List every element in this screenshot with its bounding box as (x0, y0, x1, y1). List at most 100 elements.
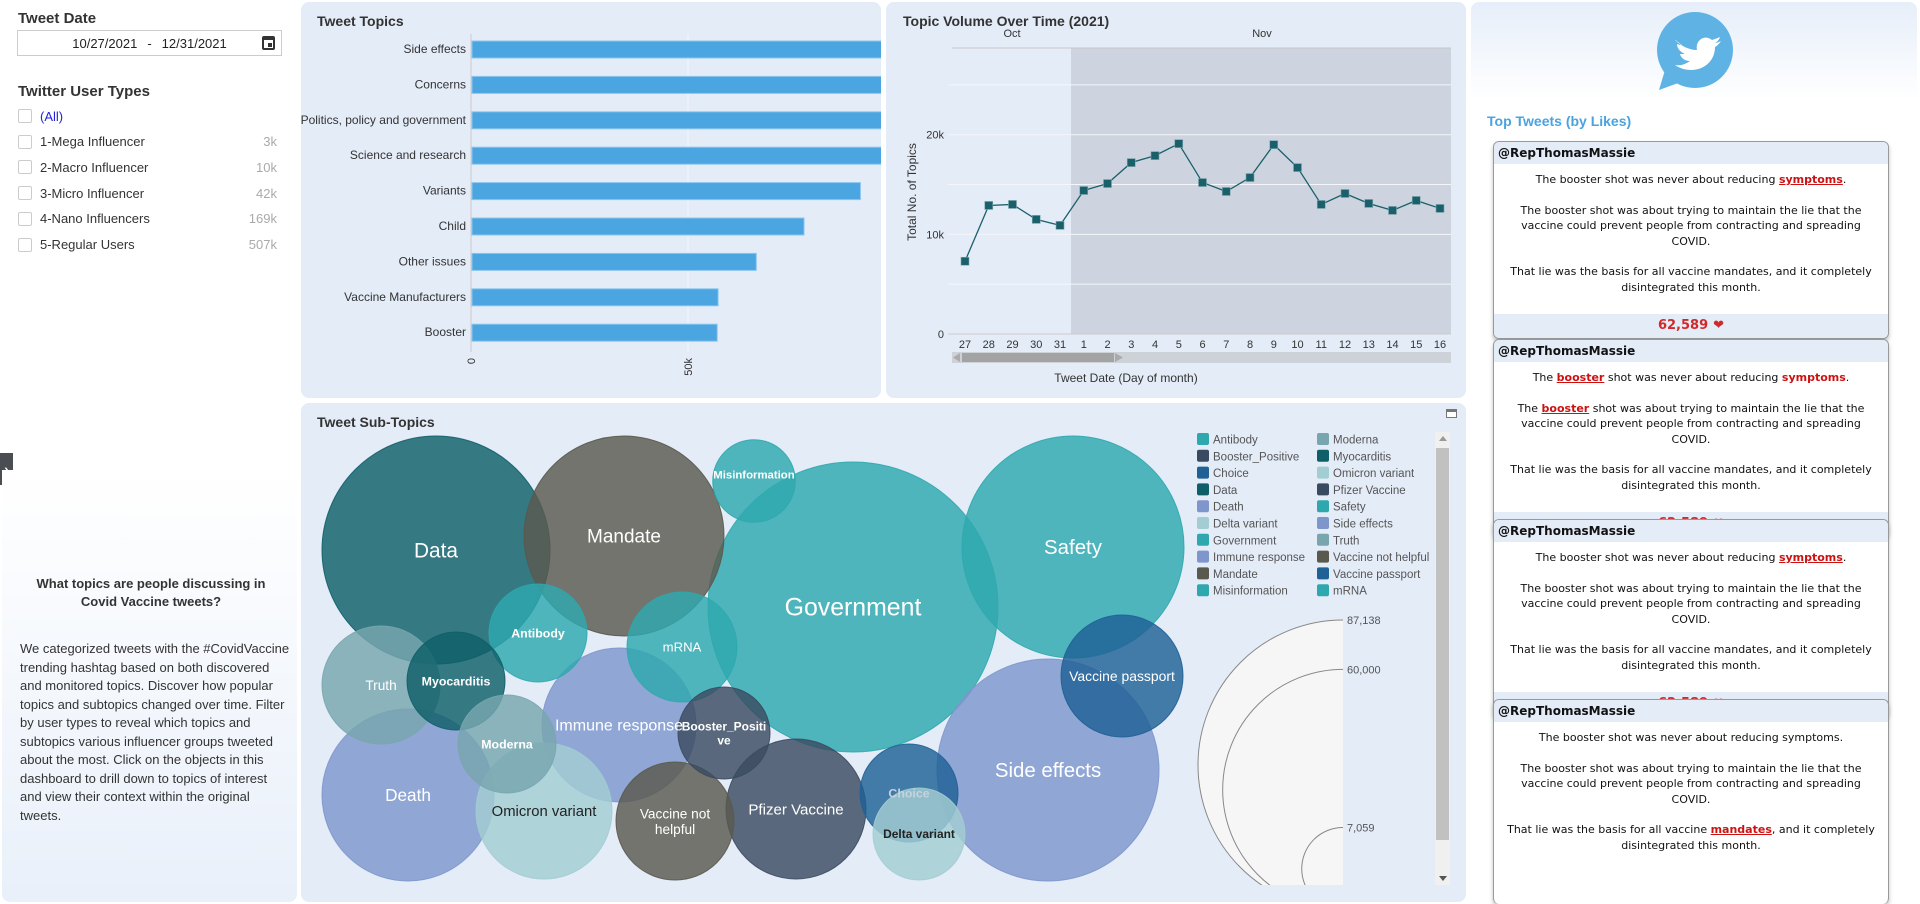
scroll-up-icon[interactable] (1439, 436, 1447, 441)
bar[interactable] (471, 146, 881, 165)
legend-label[interactable]: Immune response (1213, 552, 1305, 564)
scroll-down-icon[interactable] (1439, 876, 1447, 881)
bar[interactable] (471, 288, 719, 307)
bubble[interactable] (615, 761, 735, 881)
highlighted-keyword[interactable]: mandates (1710, 823, 1772, 836)
user-type-option[interactable]: 4-Nano Influencers 169k (18, 209, 277, 229)
legend-label[interactable]: Death (1213, 502, 1244, 514)
legend-label[interactable]: Safety (1333, 502, 1366, 514)
data-point[interactable] (1008, 200, 1017, 209)
tweet-card[interactable]: @RepThomasMassie The booster shot was nev… (1493, 519, 1889, 717)
scrollbar-thumb[interactable] (1436, 448, 1449, 840)
user-type-option[interactable]: (All) (18, 106, 277, 126)
bubble[interactable] (457, 694, 557, 794)
data-point[interactable] (1316, 200, 1326, 209)
bubble[interactable] (872, 787, 966, 881)
user-type-option[interactable]: 2-Macro Influencer 10k (18, 157, 277, 177)
data-point[interactable] (1293, 163, 1302, 172)
data-point[interactable] (1126, 158, 1136, 167)
legend-label[interactable]: Choice (1213, 468, 1249, 480)
checkbox[interactable] (18, 109, 32, 123)
legend-scrollbar[interactable] (1435, 432, 1450, 885)
data-point[interactable] (1198, 178, 1207, 187)
tweet-user[interactable]: @RepThomasMassie (1494, 520, 1888, 542)
current-month-band (1071, 48, 1451, 334)
data-point[interactable] (1221, 187, 1231, 196)
legend-label[interactable]: Vaccine not helpful (1333, 552, 1429, 564)
legend-swatch (1317, 584, 1329, 597)
data-point[interactable] (1245, 173, 1255, 182)
bubble[interactable] (488, 583, 588, 683)
checkbox[interactable] (18, 237, 32, 252)
tweet-text-segment: That lie was the basis for all vaccine m… (1510, 265, 1872, 294)
bar[interactable] (471, 182, 861, 201)
tweet-card[interactable]: @RepThomasMassie The booster shot was nev… (1493, 339, 1889, 537)
legend-label[interactable]: Misinformation (1213, 586, 1288, 598)
bar[interactable] (471, 323, 718, 342)
legend-label[interactable]: Antibody (1213, 435, 1258, 447)
data-point[interactable] (960, 256, 970, 266)
legend-label[interactable]: Data (1213, 485, 1238, 497)
bubble[interactable] (626, 591, 738, 703)
legend-label[interactable]: Delta variant (1213, 519, 1278, 531)
data-point[interactable] (1411, 196, 1421, 205)
category-label: Variants (423, 184, 466, 198)
bar[interactable] (471, 217, 805, 236)
tweet-user[interactable]: @RepThomasMassie (1494, 700, 1888, 722)
data-point[interactable] (1174, 139, 1184, 148)
user-type-option[interactable]: 5-Regular Users 507k (18, 235, 277, 255)
data-point[interactable] (984, 201, 994, 210)
legend-label[interactable]: Omicron variant (1333, 468, 1415, 480)
maximize-icon[interactable] (1446, 409, 1457, 418)
highlighted-keyword[interactable]: symptoms (1778, 173, 1843, 186)
bubble[interactable] (523, 435, 725, 637)
legend-label[interactable]: Mandate (1213, 569, 1258, 581)
checkbox[interactable] (18, 186, 32, 201)
legend-label[interactable]: Truth (1333, 535, 1359, 547)
x-tick-label: 4 (1152, 339, 1158, 351)
bubble[interactable] (1060, 614, 1184, 738)
legend-label[interactable]: Myocarditis (1333, 451, 1391, 463)
legend-label[interactable]: mRNA (1333, 586, 1367, 598)
scroll-left-icon[interactable] (953, 353, 960, 362)
data-point[interactable] (1364, 199, 1374, 208)
tweet-user[interactable]: @RepThomasMassie (1494, 340, 1888, 362)
bar[interactable] (471, 40, 881, 59)
highlighted-keyword[interactable]: symptoms (1778, 551, 1843, 564)
tweet-card[interactable]: @RepThomasMassie The booster shot was nev… (1493, 141, 1889, 339)
data-point[interactable] (1269, 140, 1279, 149)
calendar-icon[interactable] (262, 36, 275, 50)
data-point[interactable] (1435, 204, 1445, 213)
data-point[interactable] (1388, 206, 1397, 215)
data-point[interactable] (1031, 215, 1041, 224)
bar[interactable] (471, 111, 881, 130)
highlighted-keyword[interactable]: booster (1556, 371, 1605, 384)
user-type-option[interactable]: 3-Micro Influencer 42k (18, 183, 277, 203)
scroll-right-icon[interactable] (1115, 353, 1123, 362)
bubble[interactable] (712, 439, 796, 523)
bar[interactable] (471, 252, 757, 271)
legend-label[interactable]: Booster_Positive (1213, 451, 1299, 463)
tweet-card[interactable]: @RepThomasMassie The booster shot was nev… (1493, 699, 1889, 904)
highlighted-keyword[interactable]: booster (1541, 401, 1590, 415)
tweet-user[interactable]: @RepThomasMassie (1494, 142, 1888, 164)
data-point[interactable] (1103, 179, 1112, 188)
checkbox[interactable] (18, 160, 32, 175)
time-scrollbar-thumb[interactable] (962, 353, 1114, 362)
checkbox[interactable] (18, 211, 32, 226)
time-scrollbar[interactable] (952, 352, 1451, 363)
data-point[interactable] (1150, 151, 1160, 160)
checkbox[interactable] (18, 134, 32, 149)
data-point[interactable] (1079, 186, 1089, 195)
data-point[interactable] (1055, 221, 1065, 230)
legend-label[interactable]: Moderna (1333, 435, 1379, 447)
legend-label[interactable]: Vaccine passport (1333, 569, 1421, 581)
legend-label[interactable]: Side effects (1333, 519, 1393, 531)
user-type-option[interactable]: 1-Mega Influencer 3k (18, 132, 277, 152)
data-point[interactable] (1340, 189, 1350, 198)
date-range-input[interactable]: 10/27/2021 - 12/31/2021 (17, 30, 282, 56)
bar[interactable] (471, 75, 881, 94)
legend-label[interactable]: Pfizer Vaccine (1333, 485, 1406, 497)
legend-label[interactable]: Government (1213, 535, 1277, 547)
bubble[interactable] (677, 686, 771, 780)
